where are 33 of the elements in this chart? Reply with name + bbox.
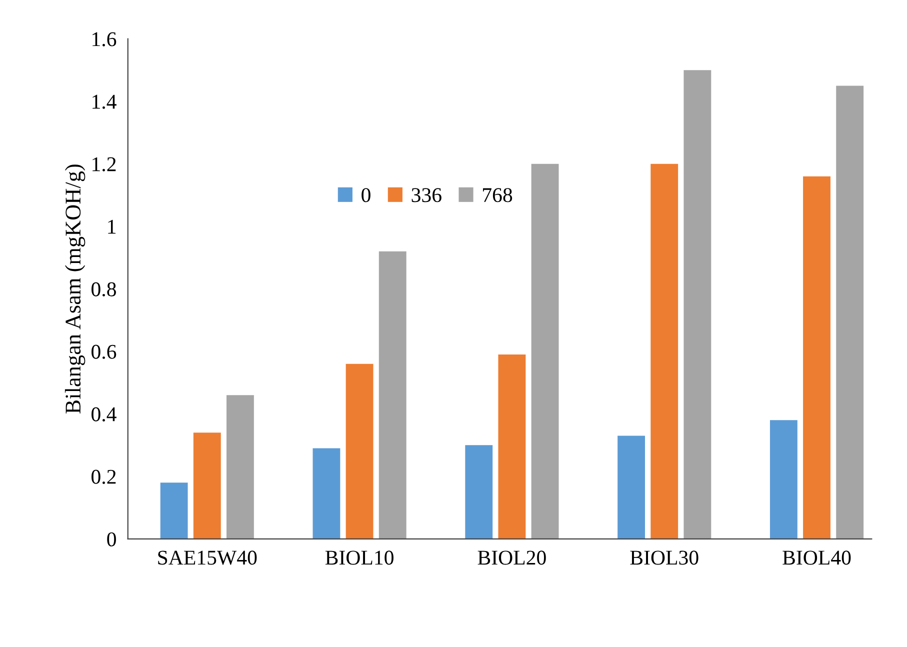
y-tick-label: 1.2 bbox=[92, 157, 116, 172]
x-tick-label: BIOL10 bbox=[325, 550, 394, 565]
bar bbox=[465, 445, 493, 539]
bar bbox=[531, 164, 559, 539]
bar bbox=[498, 354, 526, 539]
bar bbox=[618, 436, 645, 539]
bar bbox=[803, 176, 830, 539]
y-tick-label: 0.2 bbox=[92, 470, 116, 484]
bar bbox=[226, 395, 254, 539]
bar bbox=[160, 482, 188, 539]
bar bbox=[684, 70, 712, 539]
y-tick-label: 0.4 bbox=[92, 407, 116, 422]
y-tick-label: 1.6 bbox=[92, 32, 116, 46]
legend-label: 336 bbox=[412, 188, 442, 202]
x-tick-label: BIOL40 bbox=[782, 550, 851, 565]
y-axis-title: Bilangan Asam (mgKOH/g) bbox=[64, 164, 86, 414]
y-tick-label: 0 bbox=[107, 532, 116, 546]
y-tick-label: 1 bbox=[108, 220, 116, 234]
x-tick-label: BIOL20 bbox=[478, 550, 546, 565]
legend-label: 0 bbox=[362, 188, 370, 202]
y-tick-label: 0.8 bbox=[92, 282, 116, 296]
bar bbox=[650, 164, 678, 539]
x-tick-label: BIOL30 bbox=[630, 550, 698, 565]
bar bbox=[836, 86, 864, 539]
x-tick-label: SAE15W40 bbox=[158, 550, 257, 565]
bar bbox=[193, 432, 221, 539]
bar bbox=[312, 448, 340, 539]
y-tick-label: 1.4 bbox=[92, 94, 116, 109]
y-tick-label: 0.6 bbox=[92, 344, 116, 359]
bar bbox=[346, 364, 374, 539]
bar bbox=[378, 251, 406, 539]
bar bbox=[770, 420, 798, 539]
legend-label: 768 bbox=[483, 188, 512, 202]
